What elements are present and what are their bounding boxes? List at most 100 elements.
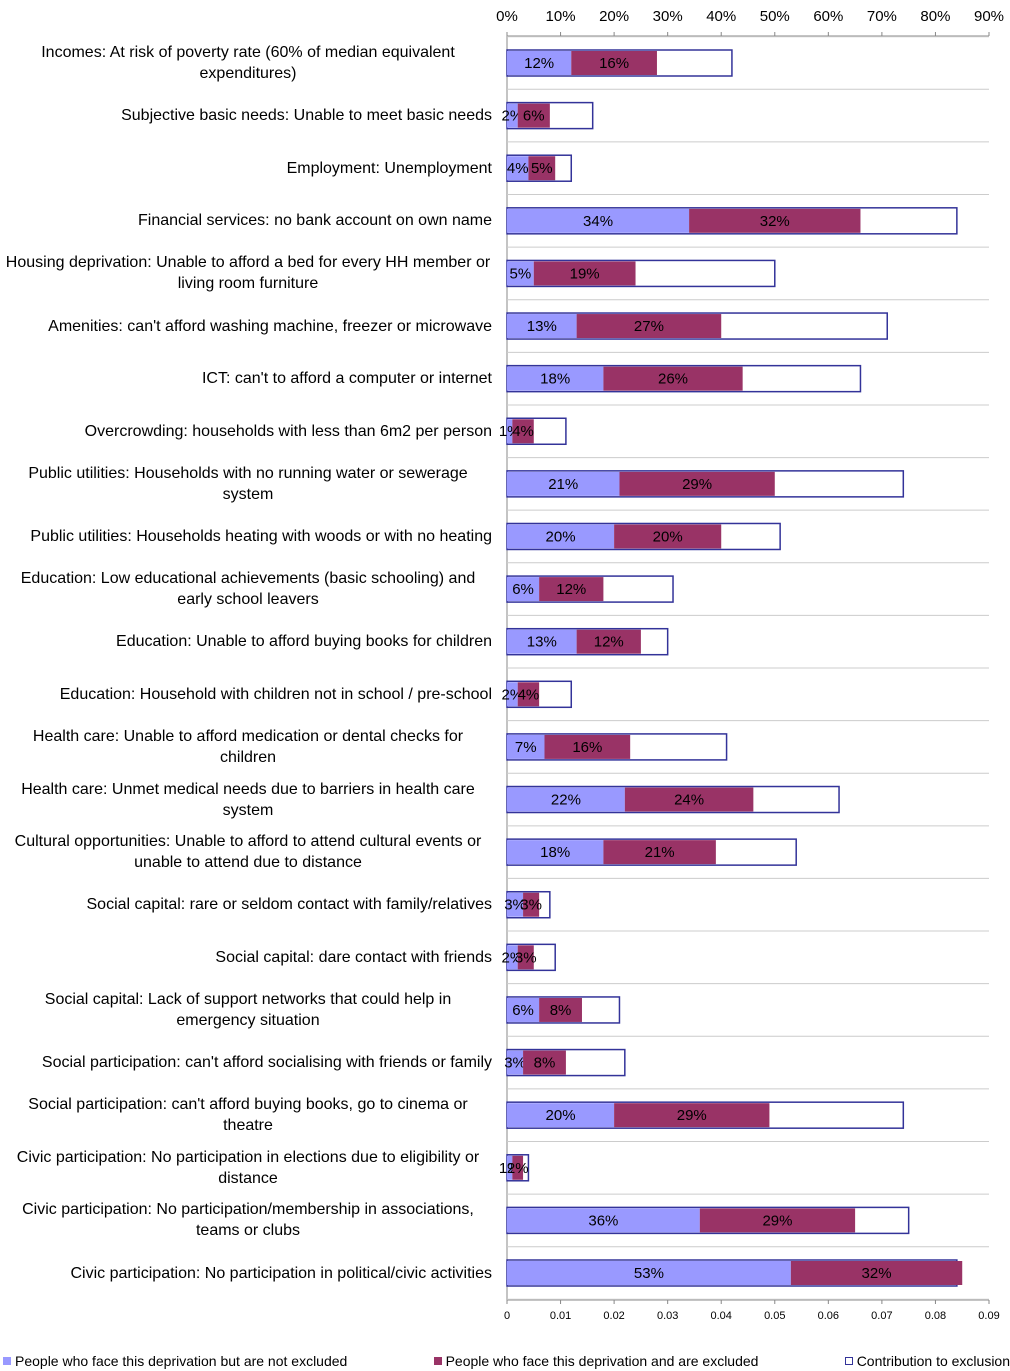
category-text: Civic participation: No participation/me… [22, 1201, 474, 1240]
data-label: 24% [674, 791, 704, 808]
data-label: 32% [760, 213, 790, 230]
data-label: 29% [682, 476, 712, 493]
bar-segment [507, 787, 625, 812]
bar-segment [624, 787, 754, 812]
bar-segment [576, 314, 722, 339]
x2-tick-label: 0.04 [711, 1310, 732, 1322]
category-label: Education: Household with children not i… [4, 684, 492, 705]
data-label: 4% [512, 423, 534, 440]
data-label: 29% [677, 1107, 707, 1124]
category-label: Civic participation: No participation in… [4, 1263, 493, 1284]
bar-segment [507, 51, 572, 75]
category-text: Health care: Unmet medical needs due to … [21, 780, 475, 819]
bar-segment [507, 524, 615, 549]
x2-tick-label: 0.02 [603, 1310, 624, 1322]
x2-tick-label: 0.09 [978, 1310, 999, 1322]
data-label: 20% [653, 528, 683, 545]
data-label: 16% [572, 739, 602, 756]
x2-tick-label: 0 [504, 1310, 510, 1322]
bar-segment [507, 840, 604, 865]
category-label: Public utilities: Households heating wit… [4, 526, 492, 547]
bar-segment [507, 419, 513, 444]
category-text: Subjective basic needs: Unable to meet b… [121, 107, 492, 125]
category-label: Incomes: At risk of poverty rate (60% of… [4, 42, 492, 84]
bar-segment [533, 261, 636, 286]
bar-segment [539, 577, 604, 602]
data-label: 8% [550, 1002, 572, 1019]
category-text: Financial services: no bank account on o… [138, 212, 492, 230]
category-text: Social participation: can't afford buyin… [28, 1096, 468, 1135]
bar-segment [699, 1208, 856, 1233]
bar-segment [507, 945, 518, 970]
data-label: 22% [551, 791, 581, 808]
legend-swatch [3, 1357, 11, 1365]
bar-segment [517, 682, 540, 707]
category-label: Subjective basic needs: Unable to meet b… [4, 105, 492, 126]
data-label: 32% [862, 1265, 892, 1282]
x-tick-label: 60% [813, 8, 843, 25]
bar-segment [614, 524, 722, 549]
data-label: 27% [634, 318, 664, 335]
bar-segment [507, 734, 545, 759]
bar-segment [507, 314, 577, 339]
category-text: Education: Household with children not i… [59, 685, 492, 703]
data-label: 8% [534, 1055, 556, 1072]
category-label: Health care: Unmet medical needs due to … [4, 779, 492, 821]
data-label: 12% [594, 634, 624, 651]
data-label: 6% [512, 581, 534, 598]
category-text: Social capital: Lack of support networks… [44, 990, 452, 1029]
x-tick-label: 50% [760, 8, 790, 25]
data-label: 4% [518, 686, 540, 703]
category-text: Housing deprivation: Unable to afford a … [5, 254, 491, 293]
legend-item: People who face this deprivation and are… [433, 1353, 758, 1369]
data-label: 3% [504, 1055, 526, 1072]
bar-segment [507, 1208, 700, 1233]
category-text: Social participation: can't afford socia… [41, 1054, 492, 1072]
category-text: Education: Unable to afford buying books… [116, 633, 492, 651]
bar-segment [507, 577, 540, 602]
data-label: 4% [507, 160, 529, 177]
bar-segment [603, 840, 716, 865]
bar-segment [614, 1103, 770, 1128]
category-text: Amenities: can't afford washing machine,… [48, 317, 492, 335]
data-label: 36% [588, 1212, 618, 1229]
category-label: Social capital: Lack of support networks… [4, 989, 492, 1031]
legend: People who face this deprivation but are… [3, 1353, 1010, 1369]
bar-segment [507, 366, 604, 391]
data-label: 16% [599, 55, 629, 72]
category-text: Public utilities: Households with no run… [28, 464, 468, 503]
x2-tick-label: 0.07 [871, 1310, 892, 1322]
category-label: Social participation: can't afford buyin… [4, 1094, 492, 1136]
bar-segment [790, 1261, 963, 1285]
category-label: Cultural opportunities: Unable to afford… [4, 831, 492, 873]
data-label: 20% [546, 1107, 576, 1124]
category-label: Housing deprivation: Unable to afford a … [4, 252, 492, 294]
data-label: 21% [548, 476, 578, 493]
bar-segment [507, 997, 540, 1022]
category-label: Public utilities: Households with no run… [4, 463, 492, 505]
category-text: Civic participation: No participation in… [16, 1148, 480, 1187]
x2-tick-label: 0.06 [818, 1310, 839, 1322]
legend-item: Contribution to exclusion [844, 1353, 1010, 1369]
data-label: 13% [527, 318, 557, 335]
category-label: Overcrowding: households with less than … [4, 421, 492, 442]
bar-segment [507, 471, 620, 496]
category-label: Social capital: rare or seldom contact w… [4, 894, 493, 915]
bar-segment [507, 1050, 524, 1075]
category-label: Social capital: dare contact with friend… [4, 947, 492, 968]
data-label: 19% [570, 265, 600, 282]
x-tick-label: 0% [496, 8, 518, 25]
data-label: 13% [527, 634, 557, 651]
category-label: Employment: Unemployment [4, 158, 492, 179]
data-label: 26% [658, 371, 688, 388]
bar-segment [539, 997, 582, 1022]
bar-segment [512, 1155, 524, 1180]
data-label: 3% [520, 897, 542, 914]
data-label: 21% [645, 844, 675, 861]
x-tick-label: 30% [653, 8, 683, 25]
category-label: Health care: Unable to afford medication… [4, 726, 492, 768]
bar-segment [571, 51, 657, 75]
data-label: 5% [510, 265, 532, 282]
category-text: Social capital: dare contact with friend… [215, 948, 492, 966]
